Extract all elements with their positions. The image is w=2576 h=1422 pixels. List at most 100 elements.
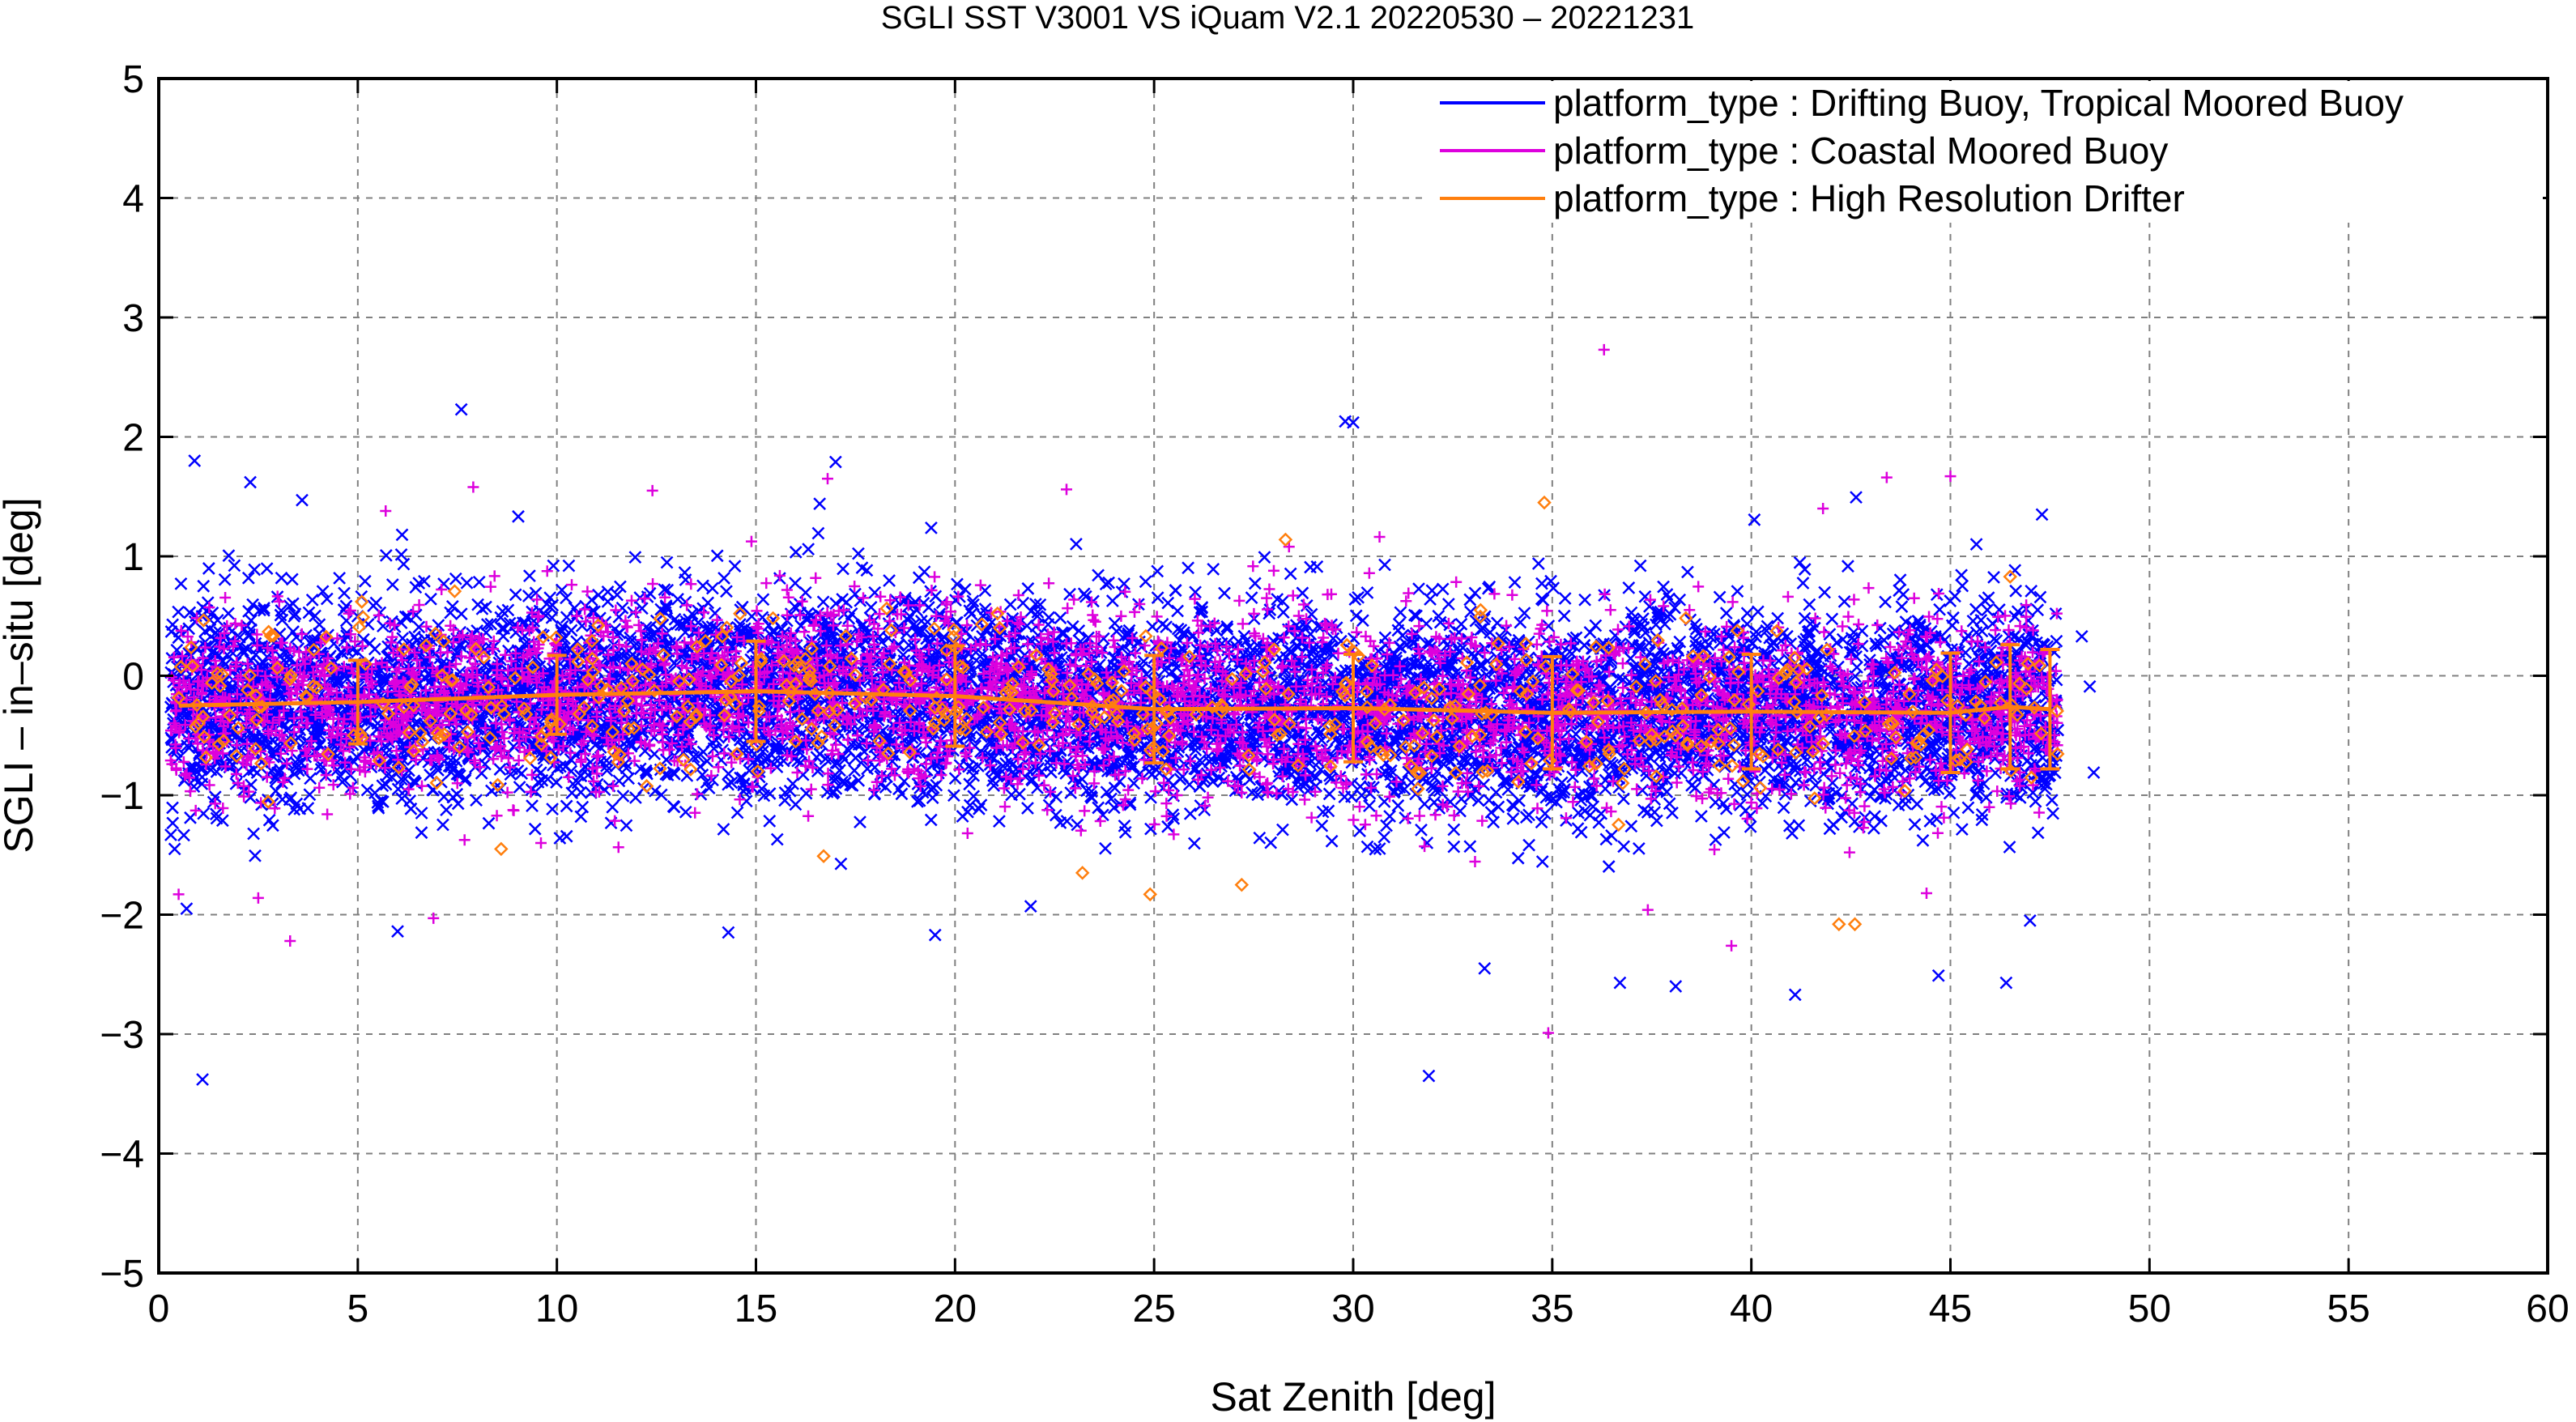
cloud-point-drifting (1750, 655, 1764, 669)
cloud-point-drifting (1161, 596, 1175, 610)
cloud-point-drifting (2046, 807, 2060, 820)
cloud-point-drifting (1826, 751, 1840, 765)
cloud-point-drifting (198, 624, 212, 638)
cloud-point-drifting (1356, 614, 1369, 628)
cloud-point-drifting (811, 526, 825, 540)
cloud-point-drifting (2033, 590, 2047, 604)
cloud-point-drifting (398, 610, 412, 624)
cloud-point-drifting (622, 772, 635, 786)
cloud-point-drifting (222, 549, 236, 562)
cloud-point-drifting (600, 759, 613, 773)
cloud-point-drifting (1487, 815, 1500, 829)
cloud-point-drifting (1428, 795, 1441, 809)
cloud-point-drifting (1622, 581, 1636, 594)
cloud-point-drifting (1624, 820, 1638, 833)
cloud-point-drifting (1694, 810, 1708, 823)
cloud-point-drifting (834, 857, 848, 871)
cloud-point-drifting (925, 521, 938, 534)
cloud-point-drifting (1276, 823, 1289, 837)
cloud-point-drifting (628, 551, 642, 564)
cloud-point-drifting (1975, 813, 1989, 827)
cloud-point-drifting (1092, 568, 1105, 582)
cloud-point-drifting (855, 561, 869, 575)
cloud-point-drifting (248, 563, 262, 577)
cloud-point-drifting (1418, 797, 1432, 811)
cloud-point-drifting (1139, 575, 1152, 589)
cloud-point-drifting (454, 607, 468, 620)
data-points (164, 343, 2101, 1086)
cloud-point-drifting (333, 571, 347, 585)
cloud-point-drifting (460, 576, 474, 590)
cloud-point-drifting (1666, 807, 1679, 820)
cloud-point-drifting (1719, 607, 1733, 620)
cloud-point-drifting (1021, 581, 1035, 595)
cloud-point-drifting (560, 799, 573, 813)
cloud-point-drifting (1284, 567, 1297, 581)
cloud-point-drifting (285, 573, 299, 586)
cloud-point-drifting (437, 577, 450, 590)
cloud-point-drifting (1349, 609, 1363, 623)
cloud-point-drifting (722, 926, 735, 939)
cloud-point-drifting (601, 585, 615, 598)
cloud-point-drifting (1633, 559, 1647, 573)
cloud-point-drifting (1463, 593, 1477, 607)
cloud-point-drifting (1315, 819, 1329, 832)
cloud-point-drifting (1842, 773, 1856, 786)
cloud-point-drifting (745, 610, 759, 623)
cloud-point-drifting (1492, 800, 1505, 814)
cloud-point-drifting (482, 816, 496, 830)
cloud-point-drifting (852, 547, 865, 560)
cloud-point-drifting (1182, 561, 1194, 575)
cloud-point-drifting (1054, 611, 1067, 624)
cloud-point-drifting (338, 586, 351, 600)
cloud-point-drifting (1981, 603, 1994, 617)
cloud-point-drifting (480, 618, 494, 632)
cloud-point-drifting (484, 617, 498, 631)
cloud-point-drifting (1105, 594, 1119, 607)
cloud-point-drifting (1522, 838, 1535, 852)
cloud-point-drifting (1394, 606, 1407, 619)
cloud-point-drifting (1468, 586, 1482, 600)
cloud-point-drifting (485, 784, 498, 798)
cloud-point-drifting (1447, 840, 1461, 854)
cloud-point-drifting (1360, 840, 1374, 854)
cloud-point-drifting (918, 565, 931, 578)
cloud-point-drifting (967, 790, 981, 803)
cloud-point-drifting (241, 571, 255, 585)
cloud-point-drifting (275, 793, 289, 807)
cloud-point-drifting (1987, 571, 2000, 584)
cloud-point-drifting (526, 799, 539, 813)
cloud-point-drifting (1632, 842, 1646, 855)
cloud-point-drifting (705, 581, 719, 595)
cloud-point-drifting (302, 606, 316, 619)
cloud-point-drifting (1436, 582, 1450, 596)
cloud-point-drifting (658, 583, 671, 596)
cloud-point-drifting (358, 574, 372, 588)
cloud-point-drifting (592, 588, 605, 602)
cloud-point-drifting (440, 803, 453, 817)
chart-title: SGLI SST V3001 VS iQuam V2.1 20220530 – … (881, 0, 1694, 36)
cloud-point-drifting (709, 607, 722, 620)
cloud-point-drifting (528, 822, 542, 836)
cloud-point-drifting (218, 573, 232, 586)
cloud-point-drifting (1506, 812, 1520, 825)
cloud-point-drifting (1731, 585, 1744, 598)
cloud-point-drifting (601, 594, 615, 608)
cloud-point-drifting (1415, 823, 1428, 837)
cloud-point-drifting (1171, 604, 1184, 618)
cloud-point-drifting (1463, 840, 1477, 854)
cloud-point-drifting (1589, 619, 1603, 632)
cloud-point-drifting (1082, 631, 1095, 645)
cloud-point-drifting (1161, 820, 1174, 833)
cloud-point-drifting (770, 832, 784, 846)
cloud-point-drifting (763, 815, 777, 828)
cloud-point-drifting (1893, 584, 1906, 598)
cloud-point-drifting (395, 792, 409, 805)
cloud-point-drifting (879, 781, 892, 794)
cloud-point-drifting (305, 594, 319, 607)
cloud-point-drifting (659, 753, 673, 767)
cloud-point-drifting (1377, 830, 1391, 844)
cloud-point-drifting (739, 794, 753, 808)
cloud-point-drifting (1146, 619, 1159, 633)
